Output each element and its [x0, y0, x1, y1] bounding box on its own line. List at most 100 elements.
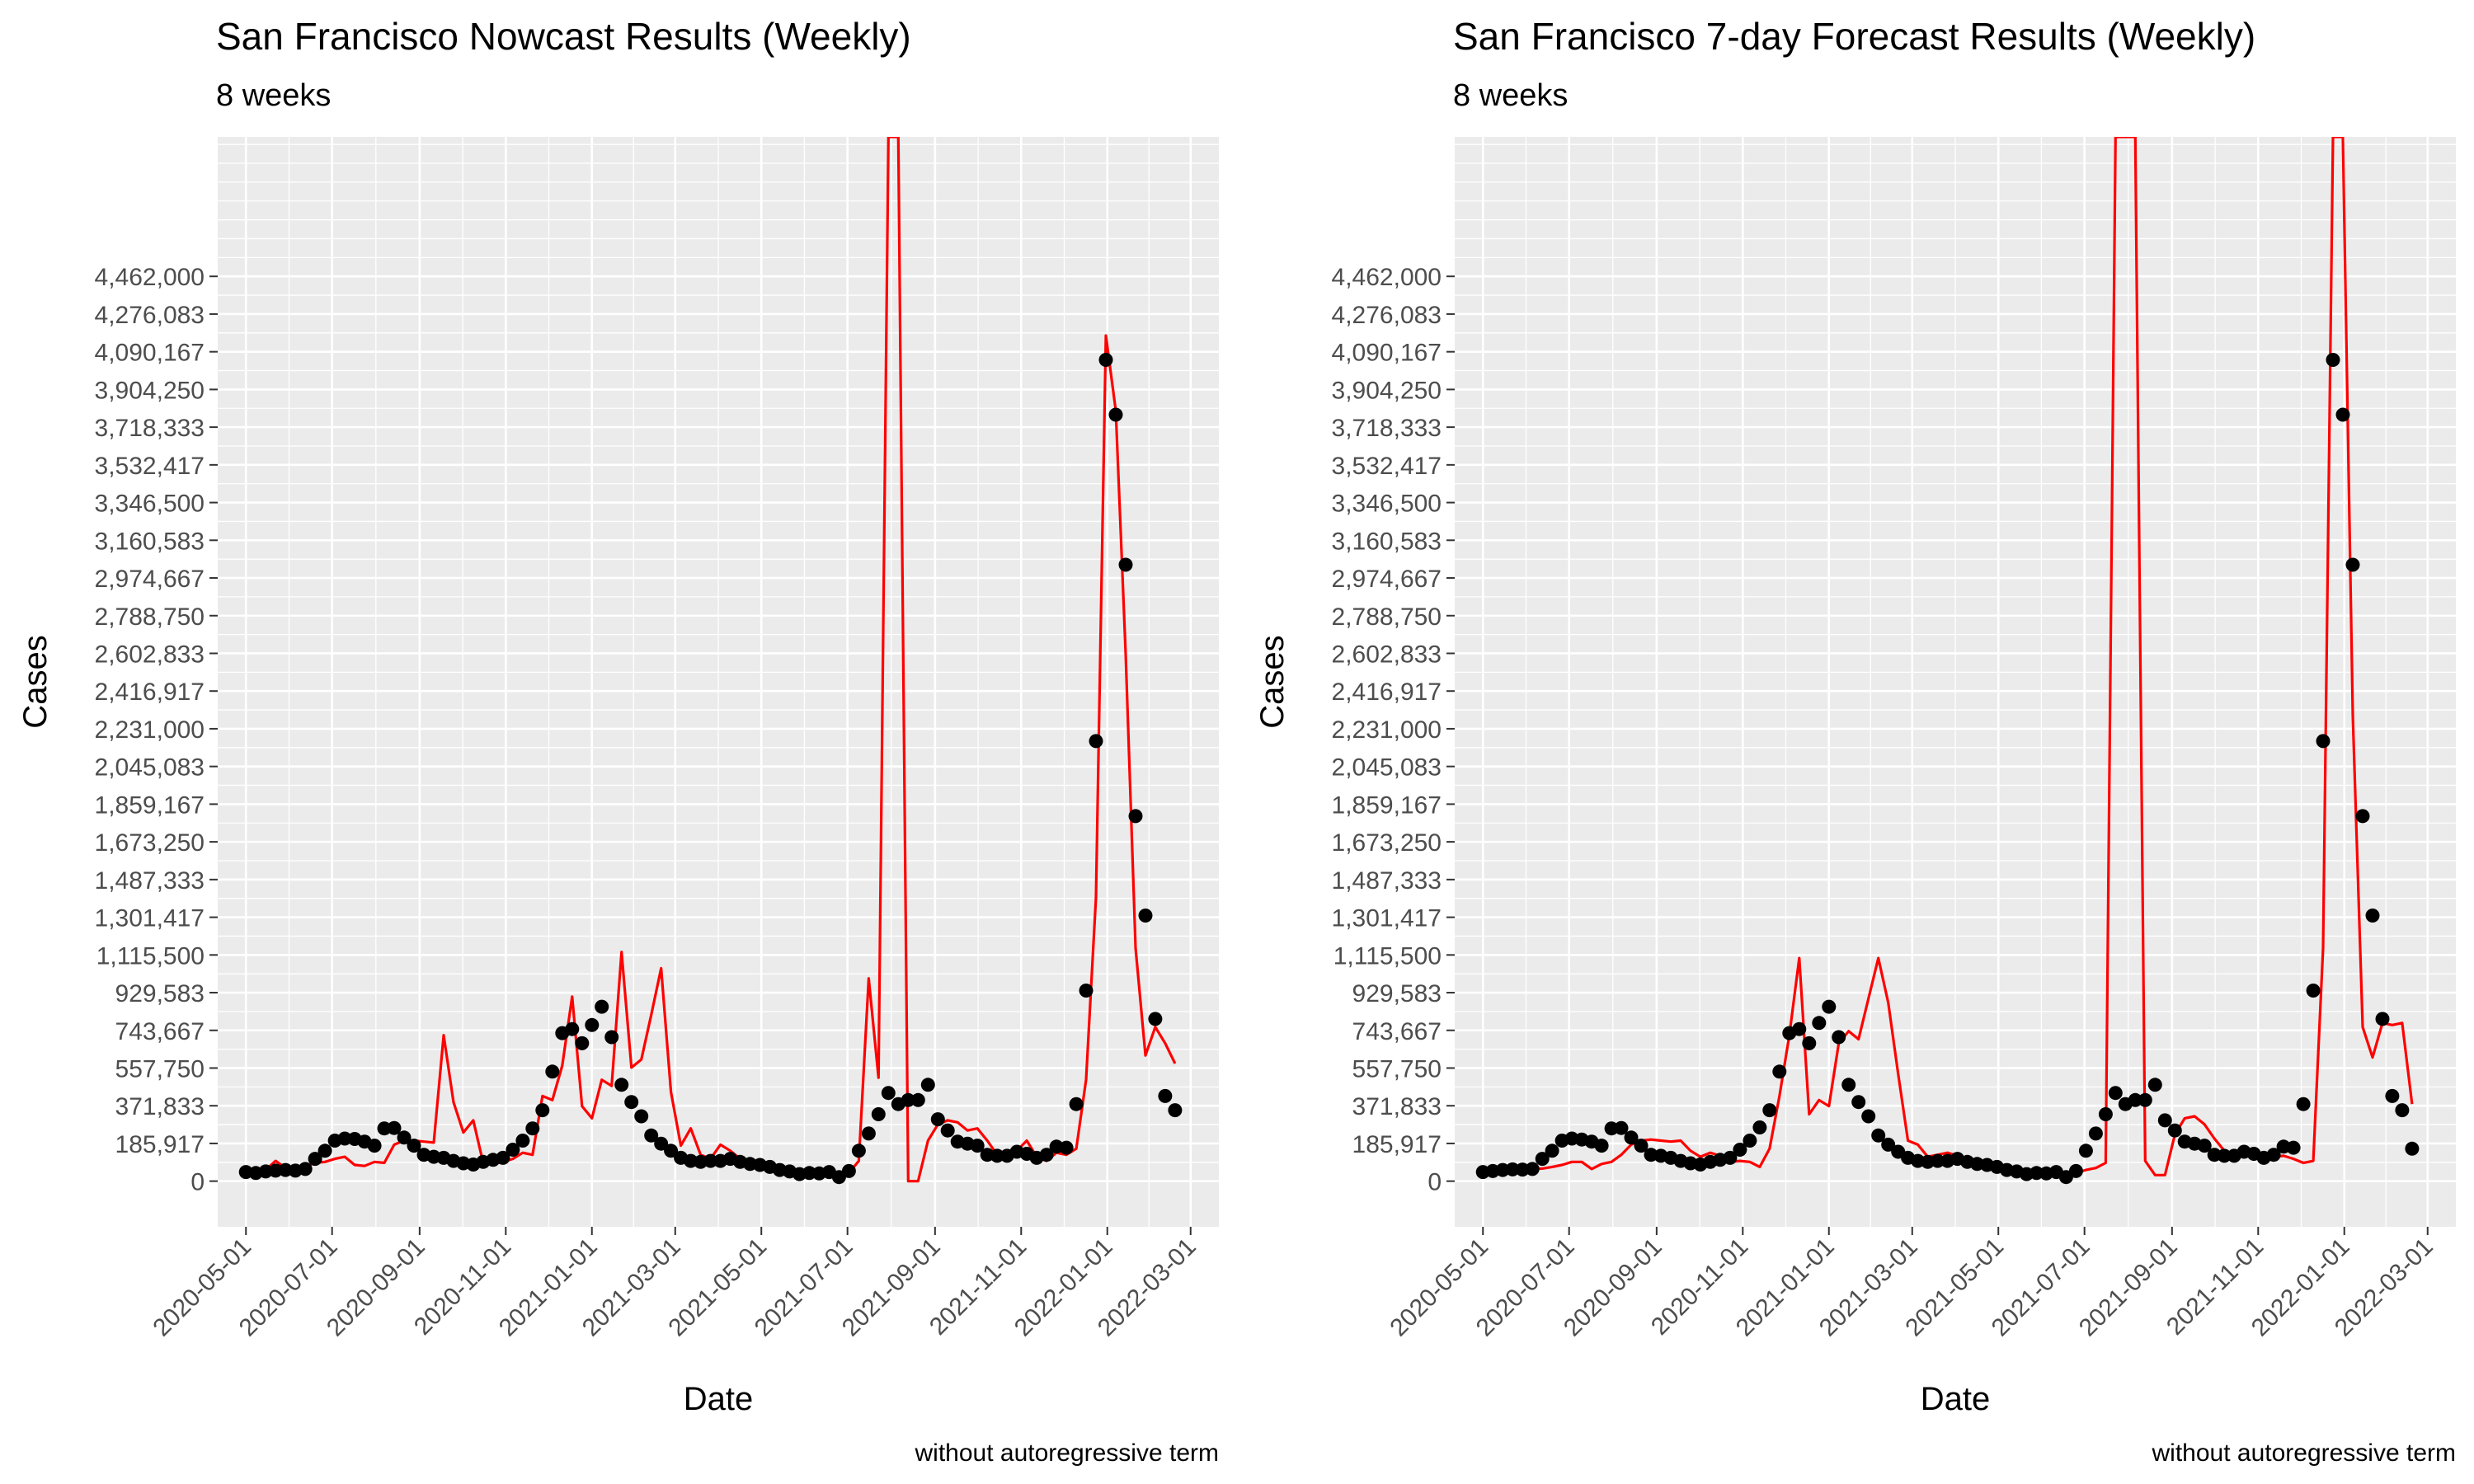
observed-point	[2345, 557, 2360, 572]
observed-point	[1059, 1140, 1074, 1155]
y-tick-label: 3,160,583	[1332, 528, 1442, 555]
y-tick-label: 2,788,750	[95, 603, 205, 631]
observed-point	[634, 1109, 649, 1124]
observed-point	[2128, 1092, 2142, 1107]
observed-point	[407, 1139, 421, 1153]
y-tick-label: 2,974,667	[1332, 566, 1442, 593]
observed-point	[1168, 1103, 1183, 1118]
y-axis-title: Cases	[1254, 635, 1291, 728]
observed-point	[595, 999, 609, 1014]
observed-point	[337, 1131, 352, 1146]
observed-point	[614, 1078, 629, 1092]
y-tick-label: 185,917	[1352, 1131, 1442, 1158]
y-tick-label: 0	[1427, 1169, 1442, 1196]
observed-point	[585, 1017, 600, 1032]
y-tick-label: 1,115,500	[1333, 942, 1442, 970]
y-tick-label: 3,532,417	[1332, 453, 1442, 480]
y-tick-label: 2,788,750	[1332, 603, 1442, 631]
y-tick-label: 2,045,083	[95, 754, 205, 782]
observed-point	[1158, 1088, 1173, 1103]
observed-point	[298, 1162, 313, 1176]
y-tick-label: 557,750	[115, 1055, 205, 1082]
observed-point	[1812, 1016, 1827, 1031]
chart-title: San Francisco Nowcast Results (Weekly)	[216, 15, 911, 58]
y-tick-label: 1,115,500	[96, 942, 205, 970]
observed-point	[1733, 1143, 1747, 1157]
observed-point	[861, 1126, 876, 1141]
y-tick-label: 2,045,083	[1332, 754, 1442, 782]
observed-point	[1772, 1064, 1787, 1079]
observed-point	[1108, 407, 1123, 422]
observed-point	[2108, 1086, 2123, 1101]
y-tick-label: 4,462,000	[95, 264, 205, 291]
y-tick-label: 4,462,000	[1332, 264, 1442, 291]
observed-point	[1743, 1134, 1757, 1148]
y-tick-label: 1,487,333	[95, 867, 205, 895]
y-tick-label: 743,667	[1352, 1018, 1442, 1045]
chart-subtitle: 8 weeks	[216, 78, 331, 113]
y-tick-label: 371,833	[1352, 1093, 1442, 1120]
observed-point	[525, 1121, 540, 1136]
observed-point	[841, 1163, 856, 1178]
observed-point	[851, 1144, 866, 1158]
observed-point	[901, 1092, 915, 1107]
observed-point	[624, 1095, 639, 1110]
observed-point	[664, 1144, 679, 1158]
observed-point	[2078, 1144, 2093, 1158]
gridlines	[1455, 137, 2456, 1227]
observed-point	[1495, 1162, 1510, 1177]
observed-point	[1822, 999, 1837, 1014]
observed-point	[1515, 1162, 1530, 1177]
y-tick-label: 743,667	[115, 1018, 205, 1045]
observed-point	[1525, 1162, 1540, 1176]
observed-point	[367, 1139, 382, 1153]
observed-point	[910, 1092, 925, 1107]
observed-point	[654, 1136, 669, 1151]
chart-caption: without autoregressive term	[915, 1439, 1220, 1467]
y-tick-label: 3,346,500	[1332, 491, 1442, 518]
observed-point	[565, 1021, 580, 1036]
gridlines	[218, 137, 1219, 1227]
observed-point	[703, 1153, 718, 1168]
x-axis: 2020-05-012020-07-012020-09-012020-11-01…	[1385, 1227, 2439, 1341]
y-tick-label: 1,673,250	[95, 829, 205, 857]
observed-point	[1614, 1120, 1629, 1135]
observed-point	[940, 1123, 955, 1138]
observed-point	[1604, 1121, 1619, 1136]
observed-point	[1802, 1036, 1817, 1050]
observed-point	[2197, 1139, 2212, 1153]
y-tick-label: 2,602,833	[1332, 641, 1442, 668]
y-tick-label: 3,718,333	[95, 415, 205, 442]
observed-point	[515, 1134, 530, 1148]
y-tick-label: 3,160,583	[95, 528, 205, 555]
y-tick-label: 3,532,417	[95, 453, 205, 480]
y-tick-label: 3,904,250	[95, 377, 205, 404]
observed-point	[930, 1112, 945, 1127]
observed-point	[2030, 1166, 2044, 1181]
observed-point	[990, 1148, 1004, 1163]
chart-subtitle: 8 weeks	[1453, 78, 1568, 113]
observed-point	[2306, 984, 2321, 998]
y-tick-label: 3,718,333	[1332, 415, 1442, 442]
y-tick-label: 929,583	[1352, 980, 1442, 1007]
observed-point	[2385, 1088, 2400, 1103]
chart-title: San Francisco 7-day Forecast Results (We…	[1453, 15, 2255, 58]
y-tick-label: 185,917	[115, 1131, 205, 1158]
observed-point	[802, 1166, 816, 1181]
observed-point	[2335, 407, 2350, 422]
observed-point	[604, 1030, 619, 1045]
observed-point	[644, 1128, 659, 1143]
observed-point	[1128, 809, 1143, 824]
observed-point	[1861, 1109, 1876, 1124]
observed-point	[1832, 1030, 1846, 1045]
observed-point	[397, 1130, 412, 1145]
observed-point	[1089, 734, 1103, 749]
observed-point	[1624, 1130, 1639, 1145]
observed-point	[317, 1144, 332, 1158]
observed-point	[1069, 1097, 1084, 1111]
observed-point	[387, 1120, 402, 1135]
chart-panel-2: San Francisco 7-day Forecast Results (We…	[1254, 15, 2456, 1467]
observed-point	[2286, 1140, 2301, 1155]
observed-point	[1723, 1150, 1738, 1165]
observed-point	[1841, 1078, 1856, 1092]
